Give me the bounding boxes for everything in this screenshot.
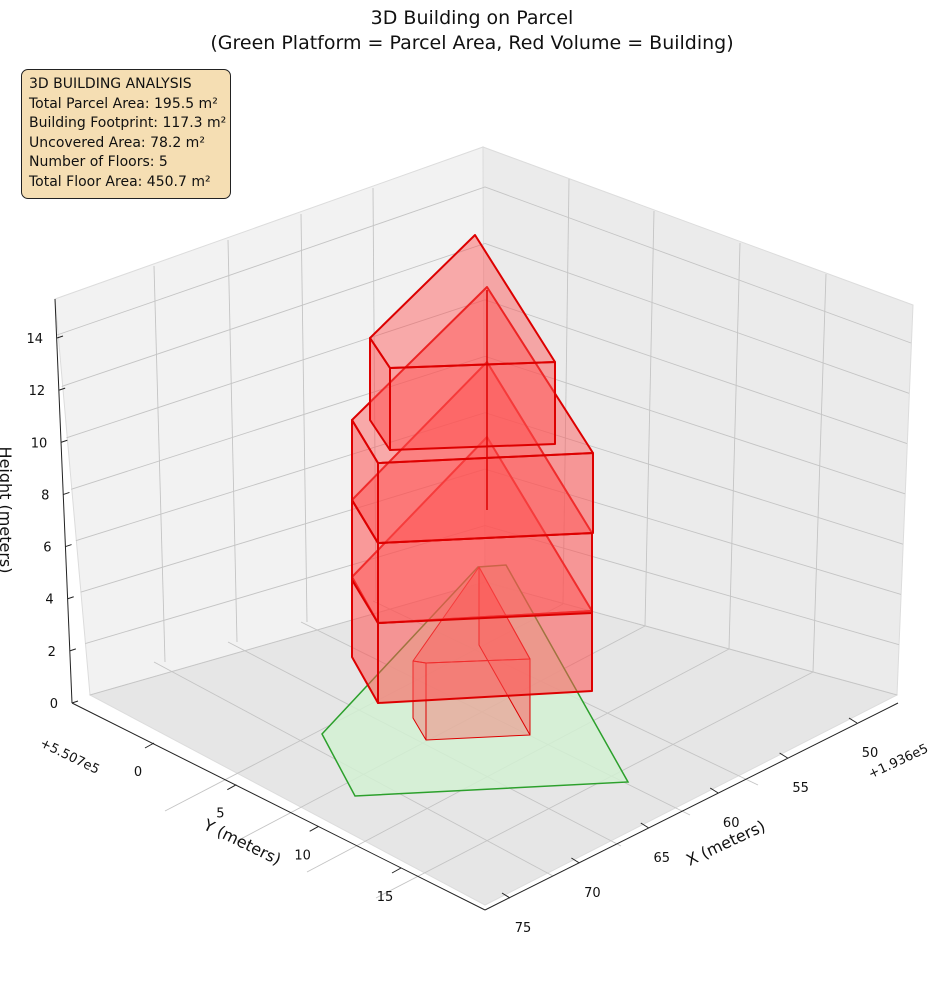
- x-tick-label: 50: [862, 746, 879, 761]
- y-tick-mark: [391, 867, 402, 874]
- grid-line-right-v: [644, 210, 655, 627]
- x-tick-mark: [501, 892, 511, 899]
- y-axis-line: [71, 702, 486, 911]
- info-line-parcel-area: Total Parcel Area: 195.5 m²: [29, 95, 218, 112]
- x-tick-mark: [640, 822, 650, 829]
- z-tick-label: 4: [45, 593, 53, 608]
- z-tick-mark: [69, 648, 77, 652]
- grid-line-right-v: [812, 273, 827, 673]
- x-tick-mark: [709, 787, 719, 794]
- y-tick-label: 0: [134, 765, 142, 780]
- y-tick-mark: [309, 825, 319, 832]
- floor-3-side-front: [377, 532, 593, 624]
- grid-line-left-v: [227, 239, 238, 643]
- grid-line-left-v: [300, 213, 308, 623]
- y-tick-mark: [144, 742, 155, 749]
- z-tick-label: 2: [48, 645, 56, 660]
- y-tick-label: 10: [294, 848, 311, 863]
- grid-line-level: [61, 242, 910, 394]
- z-tick-label: 8: [41, 488, 49, 503]
- floor-5-side-front: [389, 361, 556, 451]
- x-tick-label: 60: [723, 816, 740, 831]
- info-line-footprint: Building Footprint: 117.3 m²: [29, 115, 227, 131]
- z-tick-mark: [65, 544, 72, 548]
- z-axis-line: [54, 298, 73, 704]
- z-tick-mark: [67, 596, 74, 600]
- z-tick-label: 0: [50, 697, 58, 712]
- y-tick-label: 15: [377, 890, 394, 905]
- x-tick-mark: [571, 857, 580, 864]
- x-tick-label: 65: [654, 851, 671, 866]
- z-tick-label: 6: [43, 541, 51, 556]
- y-tick-label: 5: [216, 807, 224, 822]
- z-tick-mark: [56, 335, 64, 339]
- floor-5-top: [369, 234, 556, 369]
- y-offset-label: +5.507e5: [37, 736, 101, 778]
- z-tick-label: 10: [31, 436, 48, 451]
- floor-2-side-front: [377, 610, 593, 704]
- z-tick-mark: [71, 700, 79, 704]
- z-axis-label: Height (meters): [0, 447, 15, 574]
- x-tick-mark: [779, 752, 788, 759]
- info-line-floor-area: Total Floor Area: 450.7 m²: [29, 173, 211, 190]
- grid-line-level: [66, 299, 908, 444]
- info-line-floors: Number of Floors: 5: [29, 154, 168, 170]
- chart-subtitle: (Green Platform = Parcel Area, Red Volum…: [210, 32, 734, 54]
- z-tick-mark: [63, 491, 70, 495]
- x-tick-label: 70: [584, 886, 601, 901]
- z-tick-label: 12: [29, 384, 46, 399]
- info-heading: 3D BUILDING ANALYSIS: [29, 76, 192, 92]
- x-tick-label: 55: [792, 781, 809, 796]
- chart-title: 3D Building on Parcel: [370, 7, 574, 29]
- grid-line-right-v: [728, 242, 741, 650]
- info-line-uncovered: Uncovered Area: 78.2 m²: [29, 134, 205, 151]
- y-tick-mark: [227, 784, 237, 791]
- building-and-parcel: [321, 234, 630, 797]
- grid-line-left-v: [153, 265, 166, 663]
- x-tick-label: 75: [515, 921, 532, 936]
- x-axis-line: [484, 702, 899, 911]
- grid-line-floor: [375, 671, 814, 899]
- tick-labels: 0 2 4 6 8 10 12 14 50 55 60 65 70 75 0 5 10 15: [26, 332, 878, 936]
- axes: [54, 298, 899, 911]
- floor-4-side-front: [377, 452, 594, 544]
- analysis-info-box: 3D BUILDING ANALYSIS Total Parcel Area: …: [21, 69, 231, 199]
- z-tick-mark: [61, 439, 68, 443]
- grid-line-level: [56, 186, 912, 344]
- x-tick-mark: [848, 717, 858, 724]
- grid-line-level: [71, 355, 906, 495]
- z-tick-label: 14: [26, 332, 43, 347]
- z-tick-mark: [58, 387, 66, 391]
